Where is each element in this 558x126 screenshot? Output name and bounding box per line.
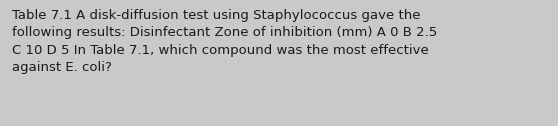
Text: Table 7.1 A disk-diffusion test using Staphylococcus gave the
following results:: Table 7.1 A disk-diffusion test using St… — [12, 9, 437, 74]
